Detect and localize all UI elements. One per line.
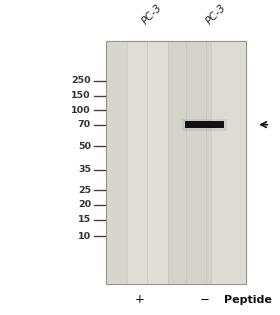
Text: 150: 150	[71, 91, 91, 100]
Text: PC-3: PC-3	[140, 3, 164, 27]
Bar	[106, 41, 127, 284]
Bar	[185, 121, 224, 128]
Text: Peptide: Peptide	[224, 295, 272, 305]
Text: 70: 70	[78, 120, 91, 129]
Bar	[127, 41, 168, 284]
Bar	[168, 41, 211, 284]
Bar	[106, 41, 246, 284]
Bar	[106, 41, 246, 284]
Text: 10: 10	[78, 232, 91, 241]
Text: 250: 250	[71, 77, 91, 85]
Text: 15: 15	[78, 215, 91, 225]
Bar	[211, 41, 246, 284]
Text: 35: 35	[78, 165, 91, 175]
Bar	[182, 119, 227, 131]
Text: 50: 50	[78, 142, 91, 151]
Text: 20: 20	[78, 200, 91, 209]
Text: 25: 25	[78, 186, 91, 195]
Text: +: +	[135, 293, 145, 306]
Text: 100: 100	[71, 106, 91, 115]
Text: PC-3: PC-3	[204, 3, 228, 27]
Text: −: −	[199, 293, 209, 306]
